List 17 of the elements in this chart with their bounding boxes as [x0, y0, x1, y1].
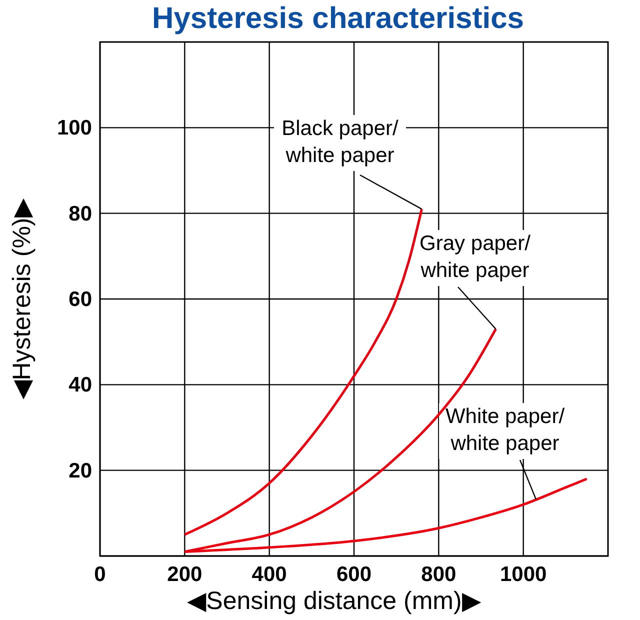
x-axis-title: ◀Sensing distance (mm)▶ — [187, 587, 482, 615]
x-tick-label: 0 — [94, 563, 106, 586]
x-tick-label: 400 — [252, 563, 287, 586]
y-tick-label: 20 — [68, 459, 92, 482]
x-tick-label: 600 — [336, 563, 372, 586]
y-tick-label: 40 — [68, 374, 92, 397]
x-tick-label: 800 — [421, 563, 456, 586]
y-tick-label: 60 — [68, 288, 92, 311]
y-tick-label: 100 — [56, 116, 92, 140]
series-label: White paper/ white paper — [445, 405, 565, 455]
x-tick-label: 1000 — [500, 563, 547, 586]
text: Gray paper/ white paper — [420, 232, 531, 282]
y-tick-label: 80 — [68, 202, 92, 226]
text: Black paper/ white paper — [282, 117, 399, 167]
y-axis-title: ◀Hysteresis (%)▶ — [8, 198, 36, 400]
chart-title: Hysteresis characteristics — [152, 2, 524, 35]
x-tick-label: 200 — [167, 563, 202, 586]
